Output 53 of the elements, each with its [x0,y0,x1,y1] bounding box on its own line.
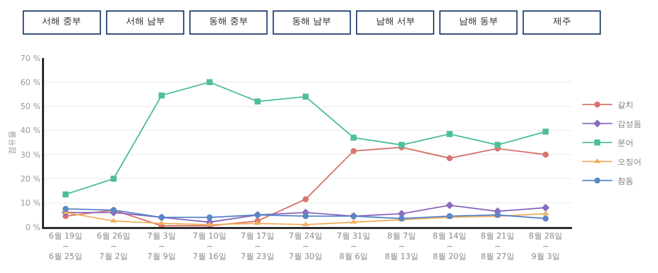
point [542,128,549,135]
x-tick-label: 7월 10일 ~ 7월 16일 [192,231,227,262]
legend-label: 참돔 [617,176,634,186]
y-tick-label: 70 % [20,54,42,63]
text: 서해 남부 [126,17,165,27]
x-tick-label: 6월 26일 ~ 7월 2일 [96,231,131,262]
x-tick-label: 8월 28일 ~ 9월 3일 [528,231,563,262]
point [494,142,501,148]
x-tick-label: 7월 31일 ~ 8월 6일 [336,231,371,262]
y-tick-label: 10 % [20,198,42,208]
x-tick-label: 8월 7일 ~ 8월 13일 [384,231,419,262]
text: 동해 남부 [292,17,331,27]
text: 남해 서부 [376,17,415,27]
point [446,201,454,210]
legend-label: 갈치 [617,100,634,110]
legend-label: 오징어 [617,158,642,167]
point [254,98,261,104]
y-tick-label: 0 % [25,222,42,232]
text: 남해 동부 [459,17,498,27]
point [350,134,357,141]
point [62,191,69,198]
point [158,92,165,98]
point [206,79,213,86]
point [542,216,549,222]
point [302,94,309,100]
y-tick-label: 40 % [20,126,42,136]
point [206,214,213,220]
point [302,213,309,220]
x-tick-label: 7월 17일 ~ 7월 23일 [240,231,275,262]
x-tick-label: 7월 3일 ~ 7월 9일 [147,231,176,262]
point [350,148,357,154]
x-tick-label: 8월 14일 ~ 8월 20일 [432,231,467,262]
text: 동해 중부 [209,17,248,27]
y-tick-label: 60 % [20,78,42,87]
point [110,176,117,182]
y-axis-title: 점유율 [8,130,17,154]
point [542,204,550,212]
text: 제주 [553,17,571,27]
x-tick-label: 7월 24일 ~ 7월 30일 [288,231,323,262]
point [446,131,453,138]
text: 서해 중부 [42,17,81,27]
y-tick-label: 50 % [20,102,42,112]
point [542,152,549,158]
point [302,196,309,202]
legend-label: 감성돔 [617,120,642,129]
point [62,206,69,212]
legend-label: 문어 [617,138,634,148]
x-tick-label: 8월 21일 ~ 8월 27일 [480,231,515,262]
y-tick-label: 30 % [20,150,42,160]
y-tick-label: 20 % [20,174,42,184]
point [446,155,453,162]
x-tick-label: 6월 19일 ~ 6월 25일 [48,231,83,262]
point [398,142,405,148]
